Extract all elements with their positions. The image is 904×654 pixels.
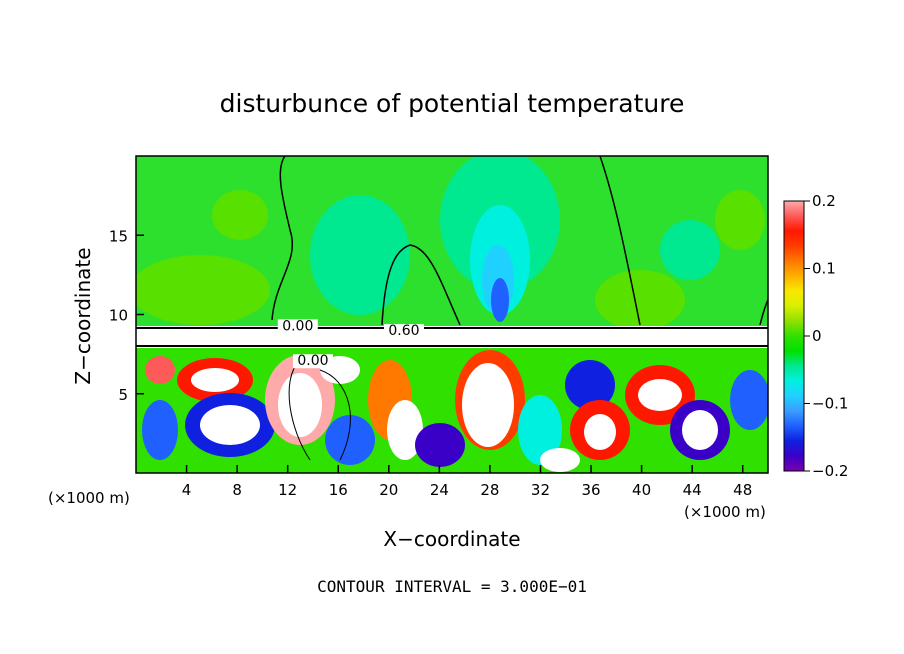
field-blob xyxy=(660,220,720,280)
contour-label: 0.00 xyxy=(297,353,328,369)
x-tick-label: 4 xyxy=(182,481,192,499)
y-axis: 5 10 15 xyxy=(109,227,144,404)
x-unit-right: (×1000 m) xyxy=(684,503,766,521)
colorbar-tick-label: 0.1 xyxy=(812,260,836,278)
colorbar-tick-label: 0.2 xyxy=(812,192,836,210)
x-unit-left: (×1000 m) xyxy=(48,489,130,507)
y-tick-label: 10 xyxy=(109,307,128,325)
contour-label: 0.60 xyxy=(388,323,419,339)
colorbar-tick-label: −0.1 xyxy=(812,395,848,413)
x-tick-label: 36 xyxy=(581,481,600,499)
x-tick-label: 32 xyxy=(531,481,550,499)
contour-line xyxy=(599,156,641,326)
x-axis: 4 8 12 16 20 24 28 32 36 40 44 48 xyxy=(182,465,752,499)
y-tick-label: 15 xyxy=(109,227,128,245)
chart-title: disturbunce of potential temperature xyxy=(220,89,685,118)
field-blob xyxy=(715,190,765,250)
contour-line xyxy=(381,244,461,326)
field-blob xyxy=(136,255,270,325)
x-tick-label: 24 xyxy=(430,481,449,499)
interface-band xyxy=(136,326,768,348)
contour-interval-note: CONTOUR INTERVAL = 3.000E−01 xyxy=(317,577,587,596)
colorbar-bar xyxy=(783,200,805,472)
field-blob xyxy=(212,190,268,240)
x-tick-label: 16 xyxy=(329,481,348,499)
contour-label-bg xyxy=(277,319,318,334)
field-blob xyxy=(491,278,509,322)
colorbar-tick-label: 0 xyxy=(812,327,822,345)
x-tick-label: 44 xyxy=(683,481,702,499)
contour-line xyxy=(271,156,294,321)
y-tick-label: 5 xyxy=(118,386,128,404)
x-tick-label: 8 xyxy=(232,481,242,499)
field-blob xyxy=(595,270,685,330)
turbulent-eddies xyxy=(142,350,768,472)
x-axis-label: X−coordinate xyxy=(383,527,520,551)
field-blob xyxy=(310,195,410,315)
contour-label-bg xyxy=(383,324,424,339)
y-axis-label: Z−coordinate xyxy=(71,247,95,384)
x-tick-label: 28 xyxy=(480,481,499,499)
colorbar-tick-label: −0.2 xyxy=(812,462,848,480)
x-tick-label: 40 xyxy=(632,481,651,499)
contour-label-bg xyxy=(292,354,333,369)
contour-label: 0.00 xyxy=(282,318,313,334)
x-tick-label: 12 xyxy=(278,481,297,499)
colorbar: 0.2 0.1 0 −0.1 −0.2 xyxy=(783,192,848,480)
x-tick-label: 20 xyxy=(379,481,398,499)
plot-area xyxy=(136,156,768,473)
contour-labels: 0.00 0.60 0.00 xyxy=(277,318,424,369)
x-tick-label: 48 xyxy=(733,481,752,499)
